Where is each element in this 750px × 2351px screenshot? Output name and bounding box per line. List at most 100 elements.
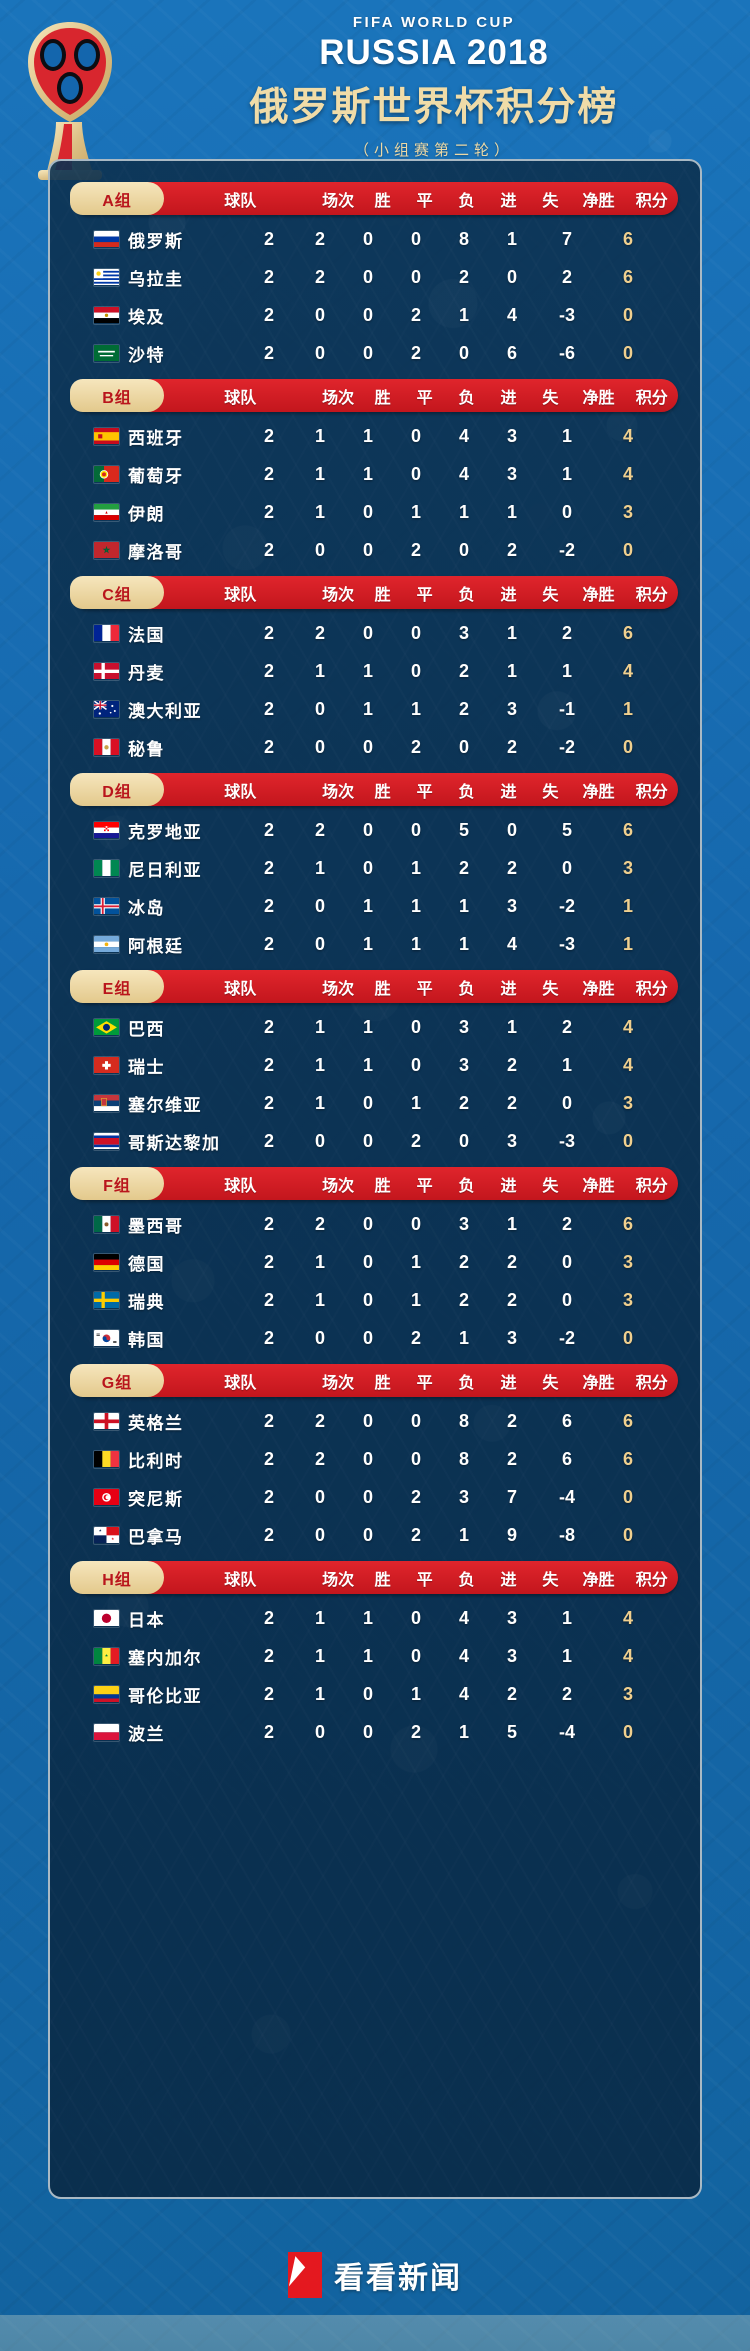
cell-gd: 6 bbox=[561, 1410, 572, 1431]
column-header-goal_diff: 净胜 bbox=[582, 586, 615, 604]
group-header-bar: B组 球队 场次 胜 平 负 进 失 净胜 积分 bbox=[70, 379, 678, 412]
cell-played: 2 bbox=[263, 1251, 274, 1272]
column-header-team: 球队 bbox=[224, 783, 257, 801]
team-cell: 瑞士 bbox=[72, 1053, 242, 1078]
table-row[interactable]: 瑞典 2 1 0 1 2 2 0 3 bbox=[50, 1281, 700, 1319]
table-row[interactable]: 波兰 2 0 0 2 1 5 -4 0 bbox=[50, 1713, 700, 1751]
cell-ga: 0 bbox=[506, 819, 517, 840]
group-C组: C组 球队 场次 胜 平 负 进 失 净胜 积分 法国 2 2 0 0 3 1 2 6 丹麦 2 1 1 0 2 1 1 4 澳大利亚 2… bbox=[50, 576, 700, 766]
cell-won: 1 bbox=[314, 660, 325, 681]
cell-pts: 4 bbox=[622, 463, 633, 484]
column-header-lost: 负 bbox=[458, 980, 475, 998]
column-header-played: 场次 bbox=[322, 980, 355, 998]
flag-serbia-icon bbox=[94, 1094, 119, 1112]
column-header-team: 球队 bbox=[224, 192, 257, 210]
table-row[interactable]: 冰岛 2 0 1 1 1 3 -2 1 bbox=[50, 887, 700, 925]
column-header-drawn: 平 bbox=[416, 586, 433, 604]
kankan-news-logo[interactable]: 看看新闻 bbox=[288, 2252, 462, 2298]
table-row[interactable]: 日本 2 1 1 0 4 3 1 4 bbox=[50, 1599, 700, 1637]
cell-won: 0 bbox=[314, 698, 325, 719]
russia-2018-label: RUSSIA 2018 bbox=[319, 33, 549, 72]
cell-won: 1 bbox=[314, 857, 325, 878]
cell-pts: 3 bbox=[622, 1092, 633, 1113]
cell-won: 0 bbox=[314, 895, 325, 916]
cell-won: 0 bbox=[314, 539, 325, 560]
table-row[interactable]: 塞尔维亚 2 1 0 1 2 2 0 3 bbox=[50, 1084, 700, 1122]
team-cell: 突尼斯 bbox=[72, 1485, 242, 1510]
column-header-won: 胜 bbox=[374, 783, 391, 801]
cell-gf: 4 bbox=[458, 425, 469, 446]
cell-played: 2 bbox=[263, 1410, 274, 1431]
column-header-points: 积分 bbox=[635, 1374, 668, 1392]
table-row[interactable]: 秘鲁 2 0 0 2 0 2 -2 0 bbox=[50, 728, 700, 766]
cell-lost: 0 bbox=[410, 622, 421, 643]
table-row[interactable]: 沙特 2 0 0 2 0 6 -6 0 bbox=[50, 334, 700, 372]
team-cell: 比利时 bbox=[72, 1447, 242, 1472]
table-row[interactable]: 克罗地亚 2 2 0 0 5 0 5 6 bbox=[50, 811, 700, 849]
table-row[interactable]: 塞内加尔 2 1 1 0 4 3 1 4 bbox=[50, 1637, 700, 1675]
column-header-goal_diff: 净胜 bbox=[582, 389, 615, 407]
cell-ga: 6 bbox=[506, 342, 517, 363]
cell-gf: 2 bbox=[458, 857, 469, 878]
cell-played: 2 bbox=[263, 1130, 274, 1151]
cell-played: 2 bbox=[263, 342, 274, 363]
table-row[interactable]: 巴西 2 1 1 0 3 1 2 4 bbox=[50, 1008, 700, 1046]
table-row[interactable]: 西班牙 2 1 1 0 4 3 1 4 bbox=[50, 417, 700, 455]
flag-england-icon bbox=[94, 1412, 119, 1430]
table-row[interactable]: 突尼斯 2 0 0 2 3 7 -4 0 bbox=[50, 1478, 700, 1516]
cell-lost: 0 bbox=[410, 1016, 421, 1037]
column-header-goal_diff: 净胜 bbox=[582, 783, 615, 801]
table-row[interactable]: 比利时 2 2 0 0 8 2 6 6 bbox=[50, 1440, 700, 1478]
table-row[interactable]: 哥斯达黎加 2 0 0 2 0 3 -3 0 bbox=[50, 1122, 700, 1160]
cell-pts: 0 bbox=[622, 1486, 633, 1507]
cell-ga: 3 bbox=[506, 698, 517, 719]
cell-pts: 6 bbox=[622, 622, 633, 643]
table-row[interactable]: 丹麦 2 1 1 0 2 1 1 4 bbox=[50, 652, 700, 690]
table-row[interactable]: 瑞士 2 1 1 0 3 2 1 4 bbox=[50, 1046, 700, 1084]
cell-ga: 7 bbox=[506, 1486, 517, 1507]
table-row[interactable]: 阿根廷 2 0 1 1 1 4 -3 1 bbox=[50, 925, 700, 963]
footer-logo-text: 看看新闻 bbox=[334, 2262, 462, 2295]
table-row[interactable]: 墨西哥 2 2 0 0 3 1 2 6 bbox=[50, 1205, 700, 1243]
cell-gf: 3 bbox=[458, 622, 469, 643]
column-header-goals_against: 失 bbox=[542, 389, 559, 407]
table-row[interactable]: 韩国 2 0 0 2 1 3 -2 0 bbox=[50, 1319, 700, 1357]
cell-gf: 0 bbox=[458, 1130, 469, 1151]
table-row[interactable]: 埃及 2 0 0 2 1 4 -3 0 bbox=[50, 296, 700, 334]
team-cell: 墨西哥 bbox=[72, 1212, 242, 1237]
table-row[interactable]: 澳大利亚 2 0 1 1 2 3 -1 1 bbox=[50, 690, 700, 728]
table-row[interactable]: 伊朗 2 1 0 1 1 1 0 3 bbox=[50, 493, 700, 531]
cell-played: 2 bbox=[263, 228, 274, 249]
group-H组: H组 球队 场次胜平负进失净胜 积分 日本 2 1 1 0 4 3 1 4 塞内加尔 2 1 1 0 4 3 1 4 哥伦比… bbox=[50, 1561, 700, 1751]
table-row[interactable]: 法国 2 2 0 0 3 1 2 6 bbox=[50, 614, 700, 652]
cell-gf: 5 bbox=[458, 819, 469, 840]
team-cell: 德国 bbox=[72, 1250, 242, 1275]
cell-lost: 0 bbox=[410, 1213, 421, 1234]
table-row[interactable]: 摩洛哥 2 0 0 2 0 2 -2 0 bbox=[50, 531, 700, 569]
group-badge: E组 bbox=[70, 970, 164, 1003]
cell-ga: 2 bbox=[506, 1092, 517, 1113]
cell-played: 2 bbox=[263, 463, 274, 484]
column-header-team: 球队 bbox=[224, 980, 257, 998]
table-row[interactable]: 英格兰 2 2 0 0 8 2 6 6 bbox=[50, 1402, 700, 1440]
cell-gf: 4 bbox=[458, 1645, 469, 1666]
column-header-played: 场次 bbox=[322, 389, 355, 407]
team-cell: 哥斯达黎加 bbox=[72, 1129, 242, 1154]
column-header-points: 积分 bbox=[635, 192, 668, 210]
cell-gf: 1 bbox=[458, 1721, 469, 1742]
table-row[interactable]: 德国 2 1 0 1 2 2 0 3 bbox=[50, 1243, 700, 1281]
column-header-played: 场次 bbox=[322, 192, 355, 210]
cell-gd: -3 bbox=[558, 304, 575, 325]
table-row[interactable]: 巴拿马 2 0 0 2 1 9 -8 0 bbox=[50, 1516, 700, 1554]
cell-ga: 3 bbox=[506, 463, 517, 484]
table-row[interactable]: 乌拉圭 2 2 0 0 2 0 2 6 bbox=[50, 258, 700, 296]
table-row[interactable]: 葡萄牙 2 1 1 0 4 3 1 4 bbox=[50, 455, 700, 493]
table-row[interactable]: 哥伦比亚 2 1 0 1 4 2 2 3 bbox=[50, 1675, 700, 1713]
group-A组: A组 球队 场次 胜 平 负 进 失 净胜 积分 俄罗斯 2 2 0 0 8 1 7 6 乌拉圭 2 2 0 0 2 0 2 6 埃及 2… bbox=[50, 182, 700, 372]
cell-gd: 1 bbox=[561, 425, 572, 446]
table-row[interactable]: 尼日利亚 2 1 0 1 2 2 0 3 bbox=[50, 849, 700, 887]
cell-won: 0 bbox=[314, 1130, 325, 1151]
column-header-goals_for: 进 bbox=[500, 586, 517, 604]
table-row[interactable]: 俄罗斯 2 2 0 0 8 1 7 6 bbox=[50, 220, 700, 258]
column-header-goals_against: 失 bbox=[542, 980, 559, 998]
